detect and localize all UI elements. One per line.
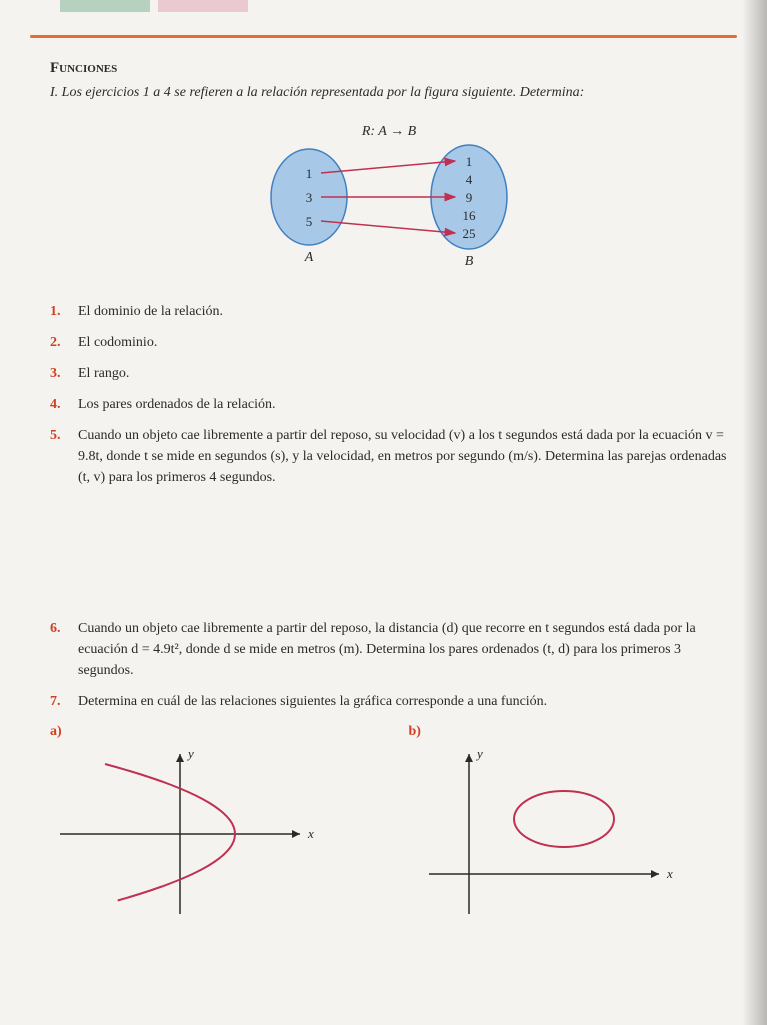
graph-b-svg: xy [409, 744, 689, 924]
question-number: 6. [50, 618, 68, 681]
svg-text:9: 9 [465, 190, 472, 205]
question-1: 1. El dominio de la relación. [50, 301, 727, 322]
svg-text:5: 5 [305, 214, 312, 229]
page-content: Funciones I. Los ejercicios 1 a 4 se ref… [0, 0, 767, 949]
question-number: 2. [50, 332, 68, 353]
question-4: 4. Los pares ordenados de la relación. [50, 394, 727, 415]
graph-a-svg: xy [50, 744, 330, 924]
question-text: Determina en cuál de las relaciones sigu… [78, 691, 727, 712]
section-title: Funciones [50, 60, 727, 77]
question-number: 4. [50, 394, 68, 415]
page-edge-shadow [742, 0, 767, 1025]
svg-text:16: 16 [462, 208, 476, 223]
svg-text:4: 4 [465, 172, 472, 187]
svg-text:x: x [307, 826, 314, 841]
svg-text:B: B [464, 254, 473, 269]
graph-a: a) xy [50, 724, 369, 929]
graphs-row: a) xy b) xy [50, 724, 727, 929]
question-text: El rango. [78, 363, 727, 384]
svg-text:1: 1 [305, 166, 312, 181]
question-text: El codominio. [78, 332, 727, 353]
question-text: Cuando un objeto cae libremente a partir… [78, 425, 727, 488]
question-3: 3. El rango. [50, 363, 727, 384]
svg-text:1: 1 [465, 154, 472, 169]
question-number: 7. [50, 691, 68, 712]
svg-text:y: y [186, 746, 194, 761]
svg-text:3: 3 [305, 190, 312, 205]
mapping-svg: R: A → B 1 3 5 1 4 9 16 25 A B [229, 117, 549, 277]
mapping-diagram: R: A → B 1 3 5 1 4 9 16 25 A B [50, 117, 727, 277]
question-number: 5. [50, 425, 68, 488]
svg-text:25: 25 [462, 226, 475, 241]
question-number: 3. [50, 363, 68, 384]
instruction-text: I. Los ejercicios 1 a 4 se refieren a la… [50, 85, 727, 101]
question-text: Cuando un objeto cae libremente a partir… [78, 618, 727, 681]
question-6: 6. Cuando un objeto cae libremente a par… [50, 618, 727, 681]
question-text: El dominio de la relación. [78, 301, 727, 322]
questions-list: 1. El dominio de la relación. 2. El codo… [50, 301, 727, 712]
svg-text:A: A [303, 250, 313, 265]
svg-text:R: A → B: R: A → B [360, 124, 416, 139]
svg-text:y: y [475, 746, 483, 761]
graph-a-label: a) [50, 724, 369, 740]
question-5: 5. Cuando un objeto cae libremente a par… [50, 425, 727, 488]
answer-space [50, 498, 727, 618]
graph-b-label: b) [409, 724, 728, 740]
question-7: 7. Determina en cuál de las relaciones s… [50, 691, 727, 712]
question-2: 2. El codominio. [50, 332, 727, 353]
svg-text:x: x [666, 866, 673, 881]
question-text: Los pares ordenados de la relación. [78, 394, 727, 415]
question-number: 1. [50, 301, 68, 322]
orange-divider [30, 35, 737, 38]
graph-b: b) xy [409, 724, 728, 929]
